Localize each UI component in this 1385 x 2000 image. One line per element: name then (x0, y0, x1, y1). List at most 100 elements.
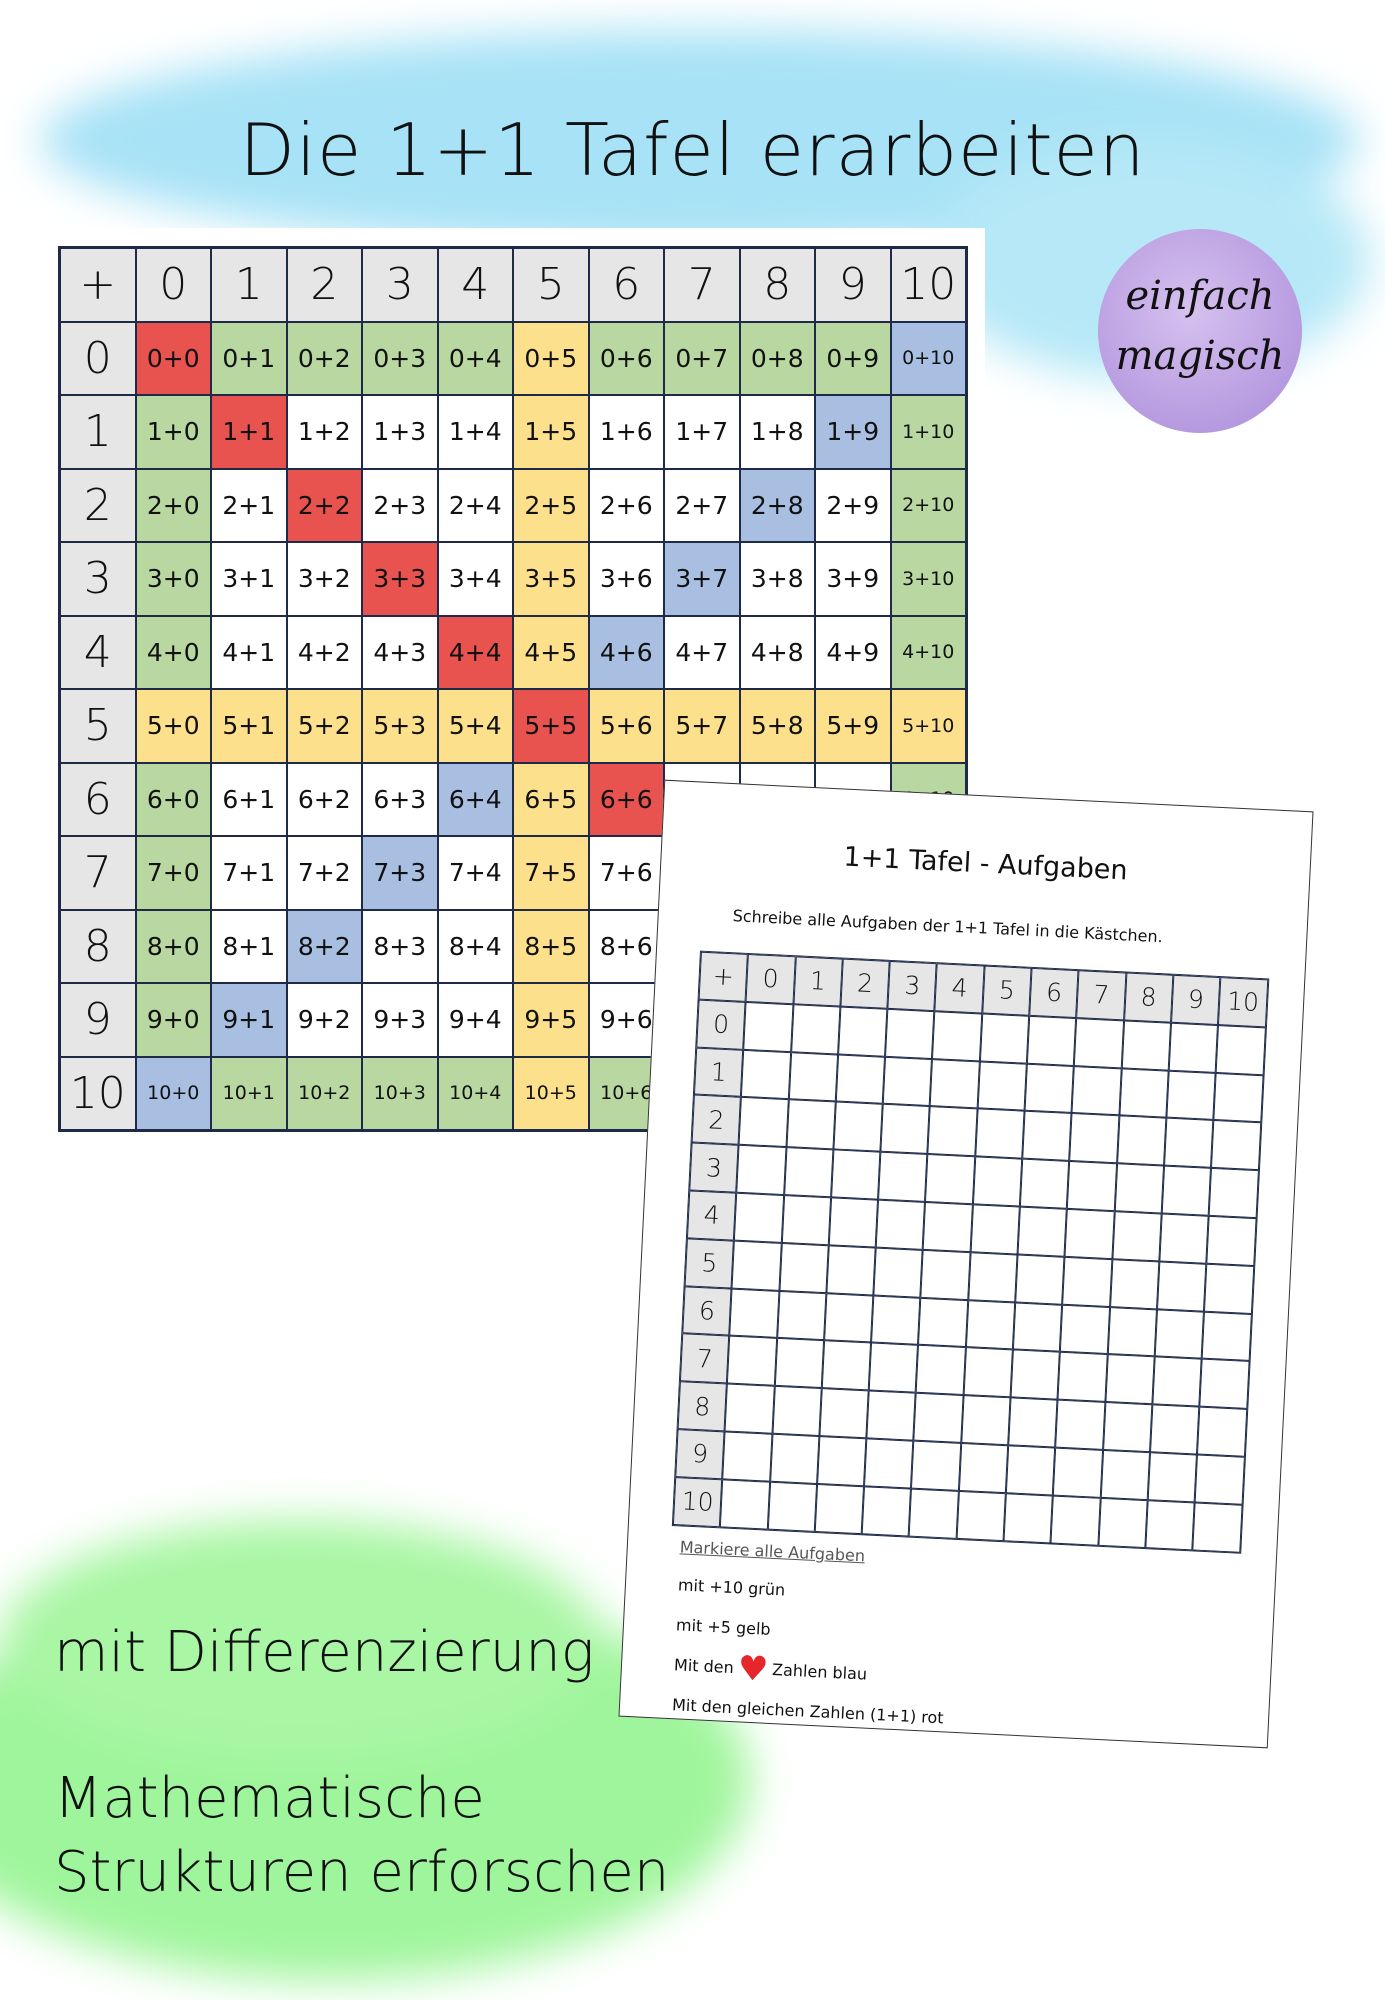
empty-cell (1161, 1165, 1212, 1216)
cell: 0+3 (362, 321, 438, 395)
cell: 3+10 (890, 542, 966, 616)
header-cell: 6 (1029, 967, 1079, 1018)
cell: 10+1 (211, 1056, 287, 1130)
title: Die 1+1 Tafel erarbeiten (239, 108, 1146, 192)
empty-cell (729, 1288, 780, 1339)
empty-cell (1159, 1213, 1209, 1264)
row-label: 10 (60, 1056, 136, 1130)
cell: 6+5 (513, 762, 589, 836)
empty-cell (1215, 1024, 1266, 1075)
empty-cell (1024, 1063, 1075, 1114)
cell: 4+10 (890, 615, 966, 689)
row-label: 10 (672, 1476, 723, 1527)
empty-cell (1116, 1115, 1167, 1166)
empty-cell (738, 1097, 789, 1148)
empty-cell (743, 1001, 794, 1052)
header-cell: + (60, 248, 136, 322)
worksheet-title: 1+1 Tafel - Aufgaben (842, 841, 1129, 887)
worksheet-grid: +0 1 2 3 4 5 6 7 8 9 10 0 1 2 3 4 5 6 7 8 9 10 (671, 950, 1269, 1554)
empty-cell (956, 1490, 1006, 1541)
empty-cell (1213, 1072, 1264, 1123)
header-cell: 5 (513, 248, 589, 322)
header-cell: 2 (286, 248, 362, 322)
cell: 5+5 (513, 689, 589, 763)
empty-cell (965, 1299, 1016, 1350)
cell: 9+3 (362, 983, 438, 1057)
header-cell: 4 (437, 248, 513, 322)
header-cell: + (698, 951, 749, 1002)
header-cell: 10 (890, 248, 966, 322)
empty-cell (1147, 1452, 1198, 1503)
row-label: 6 (60, 762, 136, 836)
empty-cell (776, 1290, 827, 1341)
empty-cell (821, 1340, 872, 1391)
cell: 9+0 (135, 983, 211, 1057)
cell: 8+6 (588, 909, 664, 983)
cell: 5+6 (588, 689, 664, 763)
cell: 5+7 (664, 689, 740, 763)
header-cell: 0 (745, 953, 796, 1005)
empty-cell (1003, 1492, 1054, 1544)
empty-cell (727, 1335, 777, 1386)
empty-cell (1010, 1349, 1061, 1400)
empty-cell (972, 1156, 1023, 1207)
cell: 1+1 (211, 395, 287, 469)
cell: 5+0 (135, 689, 211, 763)
cell: 9+1 (211, 983, 287, 1057)
empty-cell (1211, 1120, 1261, 1171)
header-cell: 7 (664, 248, 740, 322)
empty-cell (837, 1006, 888, 1057)
cell: 5+8 (739, 689, 815, 763)
empty-cell (781, 1194, 831, 1246)
empty-cell (816, 1436, 867, 1487)
header-cell: 2 (840, 958, 890, 1009)
empty-cell (958, 1442, 1009, 1493)
worksheet: 1+1 Tafel - Aufgaben Schreibe alle Aufga… (618, 779, 1314, 1749)
empty-cell (970, 1204, 1020, 1255)
cell: 4+6 (588, 615, 664, 689)
cell: 4+0 (135, 615, 211, 689)
empty-cell (774, 1338, 824, 1389)
cell: 6+2 (286, 762, 362, 836)
header-cell: 9 (1171, 974, 1221, 1025)
cell: 0+4 (437, 321, 513, 395)
row-label: 1 (693, 1047, 744, 1098)
empty-cell (741, 1049, 791, 1100)
empty-cell (1206, 1215, 1257, 1266)
header-cell: 1 (793, 956, 843, 1007)
empty-cell (1012, 1302, 1063, 1353)
cell: 4+1 (211, 615, 287, 689)
row-label: 2 (60, 468, 136, 542)
empty-cell (736, 1144, 787, 1195)
cell: 8+3 (362, 909, 438, 983)
empty-cell (1119, 1067, 1169, 1119)
cell: 6+0 (135, 762, 211, 836)
row-label: 6 (682, 1285, 732, 1336)
cell: 4+2 (286, 615, 362, 689)
empty-cell (916, 1345, 966, 1396)
legend-text: mit +5 gelb (675, 1615, 772, 1639)
cell: 0+5 (513, 321, 589, 395)
cell: 9+4 (437, 983, 513, 1057)
cell: 1+9 (815, 395, 891, 469)
empty-cell (826, 1245, 876, 1296)
empty-cell (731, 1240, 782, 1291)
legend-item: mit +5 gelb (676, 1615, 771, 1639)
empty-cell (823, 1292, 874, 1343)
cell: 3+1 (211, 542, 287, 616)
empty-cell (1017, 1206, 1068, 1257)
empty-cell (1019, 1158, 1070, 1209)
empty-cell (1105, 1354, 1155, 1405)
cell: 1+8 (739, 395, 815, 469)
empty-cell (1164, 1118, 1214, 1169)
cell: 8+1 (211, 909, 287, 983)
cell: 8+0 (135, 909, 211, 983)
cell: 0+6 (588, 321, 664, 395)
instruction: Schreibe alle Aufgaben der 1+1 Tafel in … (732, 906, 1164, 947)
cell: 5+3 (362, 689, 438, 763)
empty-cell (828, 1197, 879, 1248)
cell: 8+4 (437, 909, 513, 983)
cell: 10+2 (286, 1056, 362, 1130)
empty-cell (1112, 1211, 1162, 1262)
